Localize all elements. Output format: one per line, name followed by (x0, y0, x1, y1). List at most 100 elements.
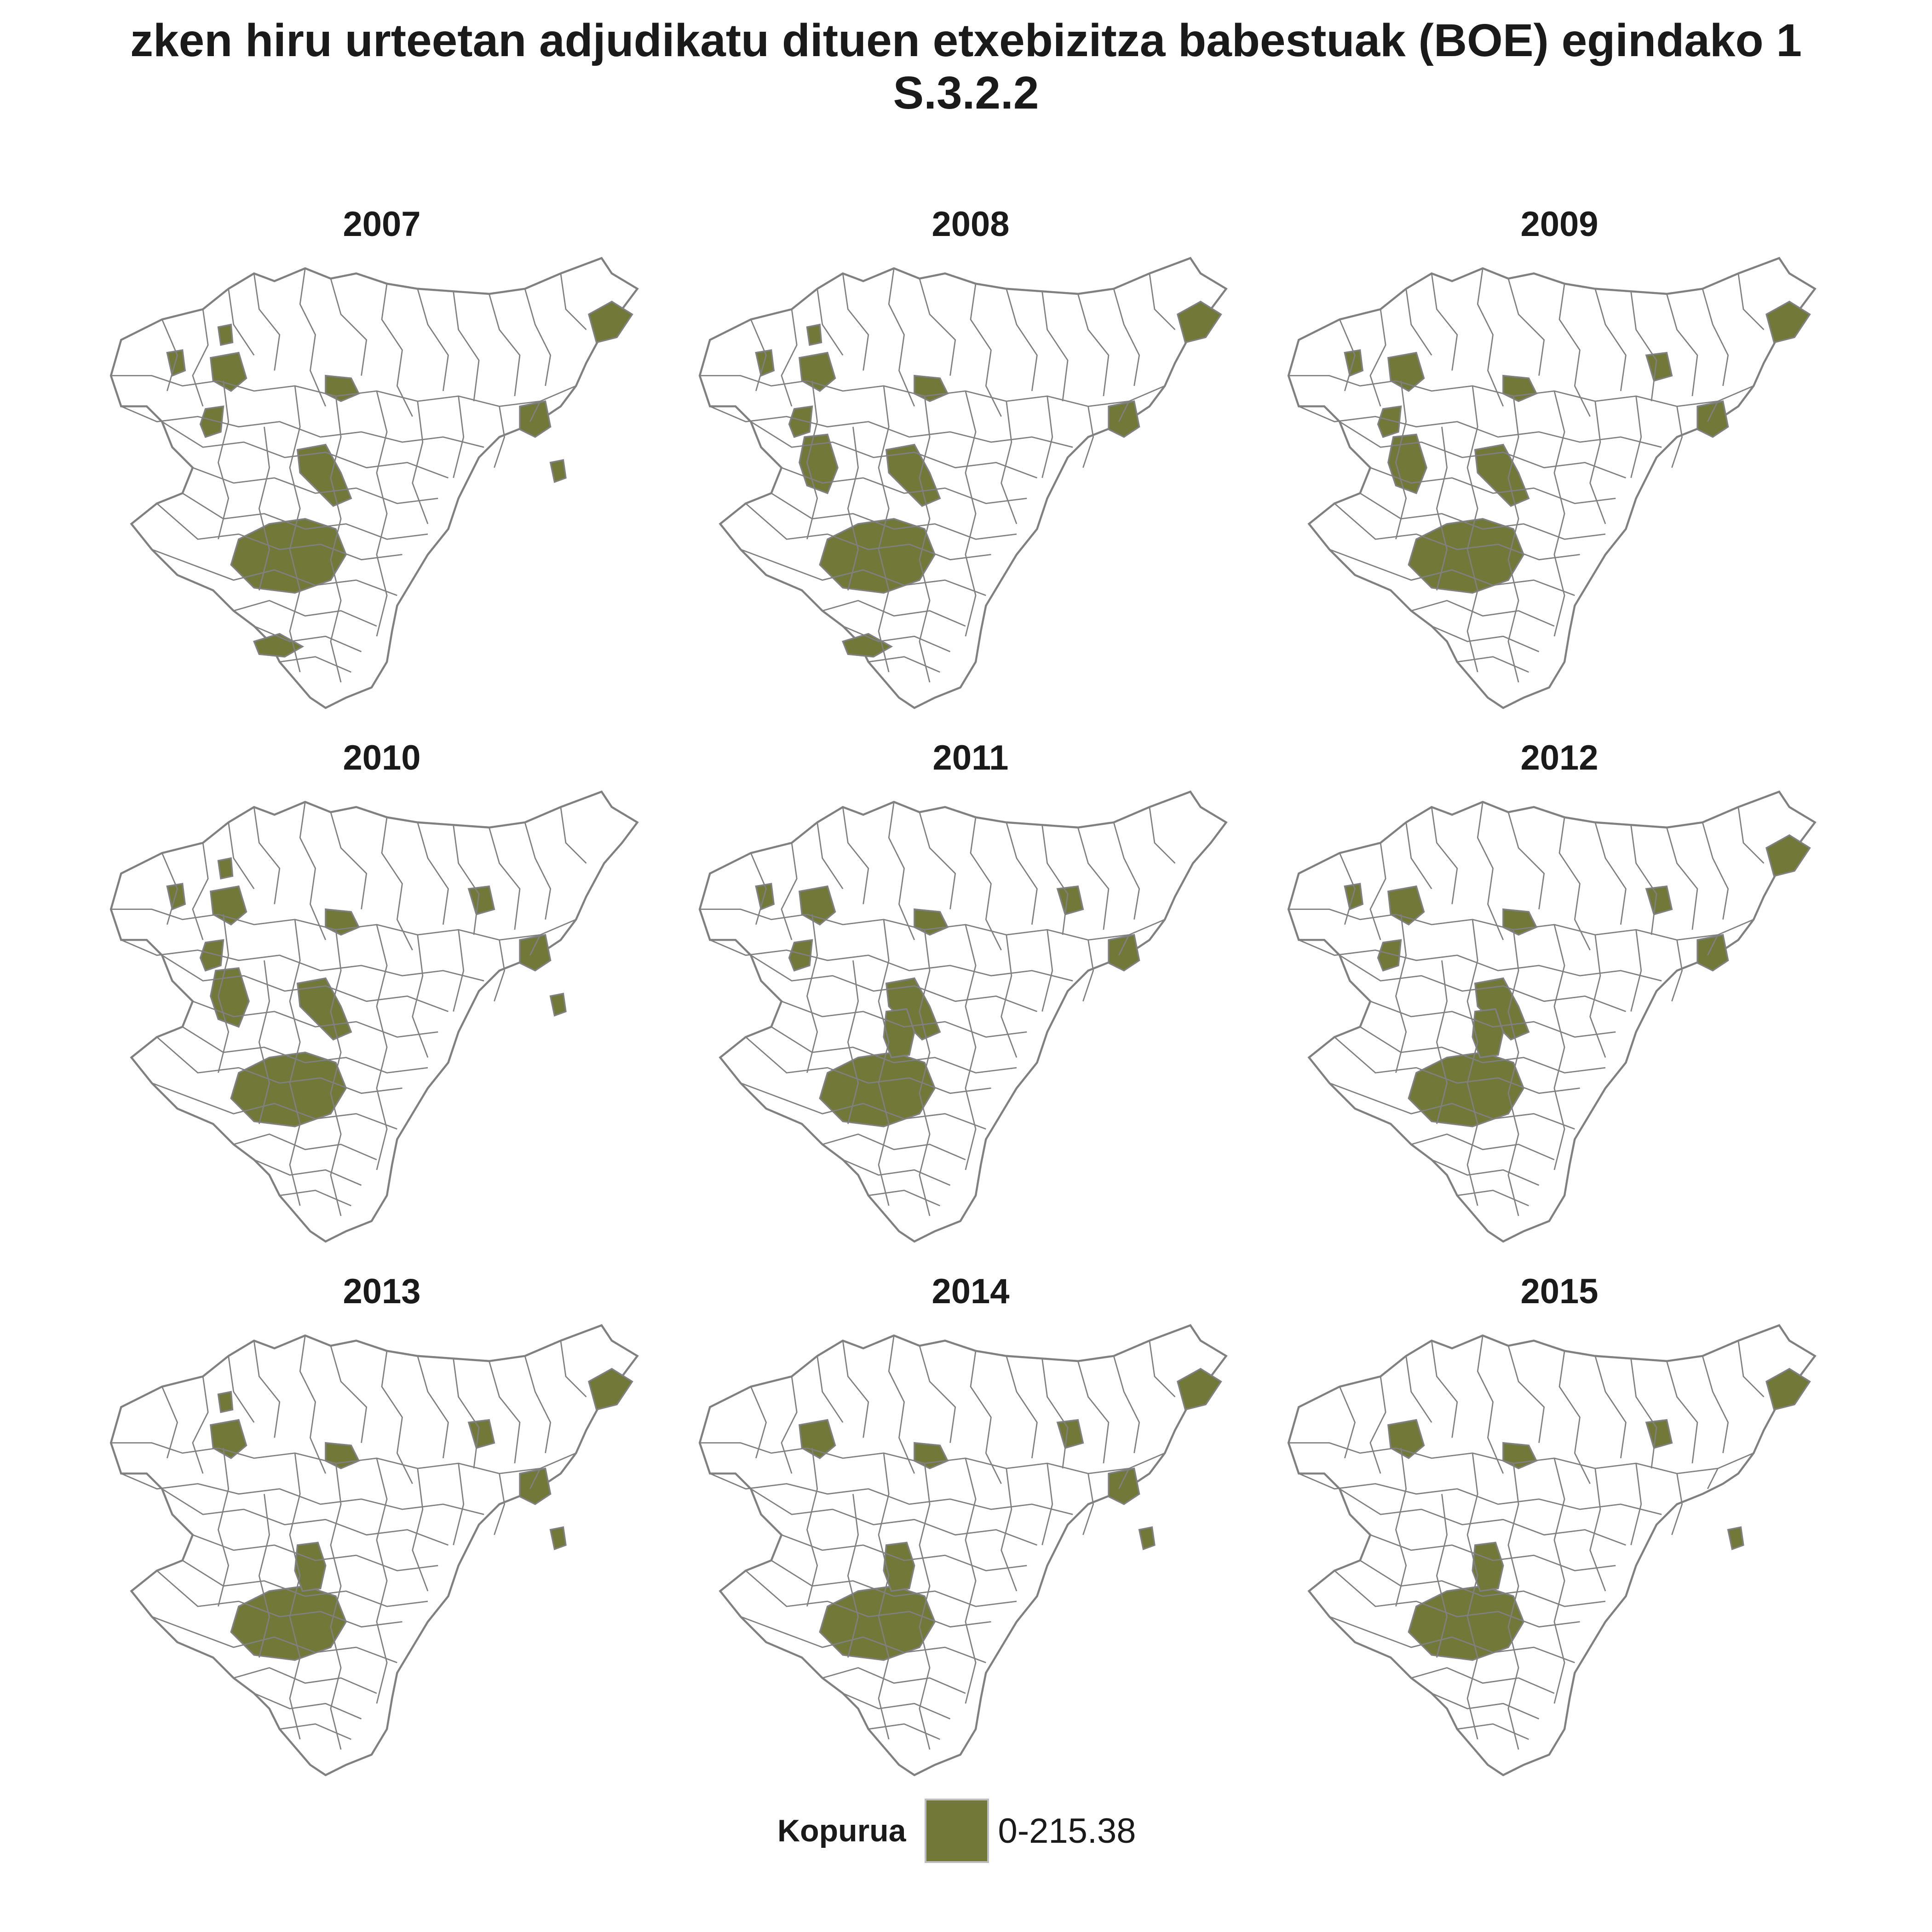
municipality-border (299, 1335, 327, 1474)
municipality-border (1334, 1570, 1580, 1628)
municipality-west-small (1344, 883, 1364, 910)
map-panel-2008: 2008 (672, 207, 1270, 713)
municipality-border (151, 549, 397, 596)
municipality-border (781, 467, 1027, 504)
municipality-south-big (1408, 1585, 1525, 1661)
municipality-east-cluster (1696, 400, 1729, 438)
municipality-border (1339, 319, 1356, 391)
municipality-border (1431, 1340, 1458, 1438)
panel-year-label: 2009 (1520, 205, 1598, 244)
chart-title: zken hiru urteetan adjudikatu dituen etx… (130, 15, 1802, 66)
municipality-border (529, 401, 541, 422)
municipality-border (1082, 406, 1094, 468)
municipality-border (488, 293, 521, 397)
municipality-border (970, 1351, 1002, 1484)
municipality-south-stem (883, 1008, 915, 1058)
map-panel-2015: 2015 (1260, 1274, 1858, 1780)
panel-year-label: 2008 (932, 205, 1010, 244)
municipality-border (970, 283, 1002, 417)
municipality-border (1369, 1376, 1386, 1474)
municipality-west-small (166, 883, 186, 910)
municipality-border (1457, 656, 1529, 673)
choropleth-map (109, 1324, 639, 1777)
municipality-border (1405, 1356, 1432, 1423)
municipality-border (161, 421, 448, 479)
municipality-border (218, 914, 230, 1073)
legend-title: Kopurua (777, 1813, 906, 1848)
municipality-border (750, 1386, 767, 1459)
municipality-north-east (1645, 1419, 1673, 1449)
municipality-border (253, 1159, 362, 1186)
municipality-border (1466, 1453, 1478, 1740)
municipality-border (453, 1463, 465, 1546)
municipality-border (842, 807, 869, 904)
municipality-west-small (755, 349, 775, 377)
municipality-border (258, 960, 270, 1124)
region-outline (1287, 257, 1817, 709)
municipality-border (806, 914, 818, 1073)
municipality-border (847, 960, 859, 1124)
municipality-border (965, 924, 977, 1170)
municipality-border (228, 288, 255, 356)
municipality-border (560, 273, 587, 330)
municipality-south-stem (1472, 1008, 1504, 1058)
choropleth-map (698, 1324, 1228, 1777)
municipality-border (1405, 288, 1432, 356)
municipality-border (1339, 954, 1626, 1012)
municipality-north-east (1645, 885, 1673, 915)
municipality-border (1149, 807, 1176, 864)
municipality-border (453, 929, 465, 1012)
municipality-west-small (755, 883, 775, 910)
municipality-border (1702, 822, 1729, 920)
municipality-border (412, 935, 429, 1058)
municipality-east-small (1138, 1526, 1156, 1551)
municipality-border (847, 1494, 859, 1658)
municipality-border (330, 278, 368, 376)
municipality-border (1118, 934, 1130, 956)
municipality-border (417, 1356, 449, 1459)
municipality-border (781, 309, 798, 407)
municipality-border (253, 273, 281, 371)
municipality-border (111, 1442, 576, 1474)
municipality-east-far (1765, 1368, 1811, 1411)
municipality-border (1507, 1463, 1519, 1750)
municipality-border (192, 1534, 438, 1571)
municipality-border (1082, 1473, 1094, 1535)
municipality-border (151, 1616, 397, 1663)
municipality-border (488, 827, 521, 930)
municipality-border (740, 549, 986, 596)
region-outline (109, 257, 639, 709)
municipality-border (330, 1346, 368, 1443)
municipality-border (781, 843, 798, 940)
municipality-border (494, 1473, 506, 1535)
region-outline (698, 790, 1228, 1243)
municipality-north-east (467, 1419, 495, 1449)
municipality-border (1553, 391, 1565, 637)
municipality-north-east (1056, 885, 1084, 915)
municipality-border (1118, 1468, 1130, 1489)
municipality-border (1436, 1494, 1448, 1658)
municipality-nw-blob (1377, 939, 1402, 972)
choropleth-map (1287, 257, 1817, 709)
choropleth-map (109, 790, 639, 1243)
municipality-border (970, 817, 1002, 951)
municipality-border (1558, 283, 1591, 417)
municipality-border (494, 406, 506, 468)
municipality-border (111, 375, 576, 407)
legend-swatch (924, 1799, 989, 1863)
municipality-border (1006, 288, 1038, 391)
panel-year-label: 2015 (1520, 1272, 1598, 1311)
municipality-border (1395, 1448, 1407, 1607)
municipality-border (1737, 1340, 1765, 1397)
municipality-border (529, 934, 541, 956)
municipality-border (888, 268, 915, 407)
municipality-border (524, 288, 552, 386)
map-panel-2011: 2011 (672, 741, 1270, 1247)
municipality-west-small (166, 349, 186, 377)
municipality-border (919, 396, 931, 683)
municipality-border (1589, 401, 1606, 524)
municipality-border (878, 919, 890, 1206)
municipality-border (1431, 1692, 1540, 1719)
municipality-border (1507, 278, 1545, 376)
choropleth-map (109, 257, 639, 709)
